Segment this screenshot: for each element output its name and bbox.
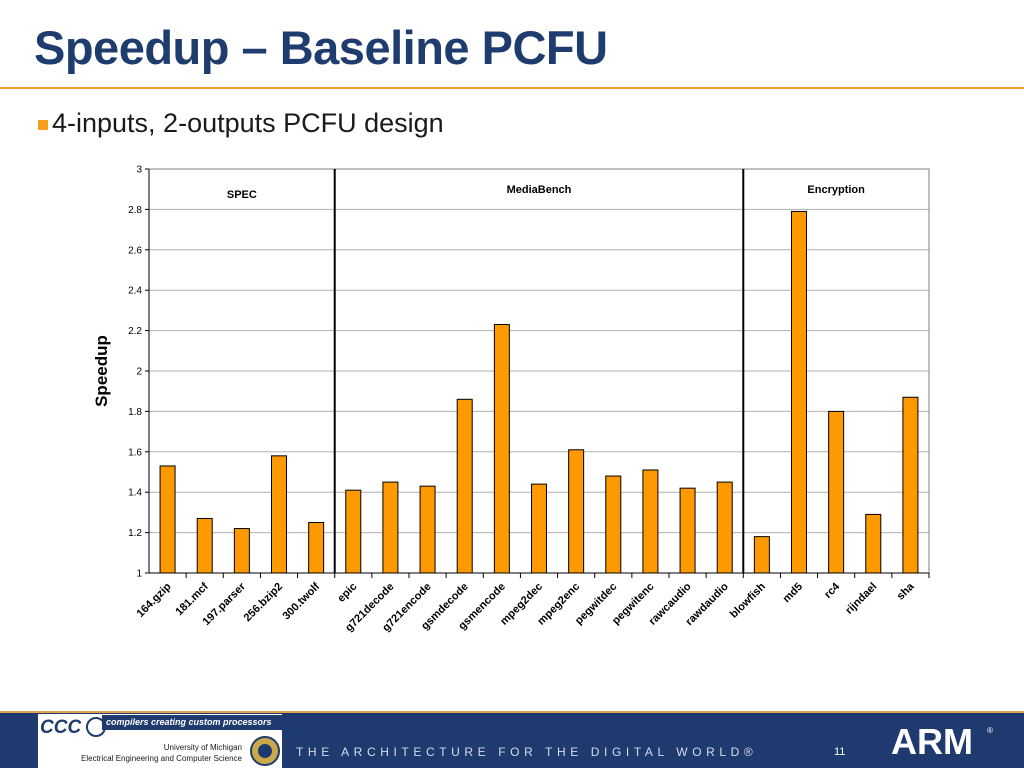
y-tick-label: 1.2	[128, 528, 142, 539]
bar-rawdaudio	[716, 481, 733, 574]
bar-164.gzip	[159, 465, 176, 574]
x-tick-label: rc4	[822, 580, 843, 601]
x-tick-label: 256.bzip2	[242, 581, 286, 625]
y-tick-label: 2	[136, 367, 142, 378]
x-tick-label: sha	[895, 580, 918, 603]
bullet-square-icon	[38, 120, 48, 130]
bar-256.bzip2	[271, 455, 287, 574]
bar-rawcaudio	[679, 487, 696, 574]
speedup-bar-chart: 1 1.2 1.4 1.6 1.8 2 2.2 2.4 2.6 2.8 3 164.gzip 181.m…	[92, 165, 930, 634]
arm-slogan: THE ARCHITECTURE FOR THE DIGITAL WORLD®	[296, 745, 758, 759]
x-tick-label: rijndael	[843, 581, 879, 617]
y-axis-title: Speedup	[92, 335, 111, 407]
department-name: Electrical Engineering and Computer Scie…	[81, 754, 242, 763]
slide-title: Speedup – Baseline PCFU	[34, 21, 608, 74]
ccc-tagline: compilers creating custom processors	[102, 715, 282, 730]
bar-rc4	[828, 410, 845, 574]
y-tick-label: 1.6	[128, 447, 142, 458]
bar-mpeg2dec	[531, 483, 547, 574]
y-tick-label: 2.8	[128, 205, 142, 216]
x-tick-label: epic	[335, 581, 359, 605]
bar-sha	[902, 396, 919, 574]
bar-pegwitenc	[642, 469, 659, 574]
bar-g721decode	[382, 481, 399, 574]
x-tick-label: md5	[781, 581, 805, 605]
y-tick-label: 1	[136, 569, 142, 580]
group-label: Encryption	[807, 184, 865, 196]
y-tick-label: 2.2	[128, 326, 142, 337]
y-tick-label: 3	[136, 165, 142, 176]
bar-gsmencode	[493, 324, 510, 574]
university-seal-icon	[250, 736, 280, 766]
bullet-text: 4-inputs, 2-outputs PCFU design	[52, 108, 444, 138]
bar-300.twolf	[308, 522, 325, 574]
university-name: University of Michigan	[163, 743, 242, 752]
slide-number: 11	[834, 746, 846, 758]
group-label: SPEC	[227, 189, 257, 201]
y-tick-label: 1.8	[128, 407, 142, 418]
bar-blowfish	[753, 536, 770, 574]
y-tick-label: 1.4	[128, 488, 142, 499]
footer-accent-line	[0, 711, 1024, 714]
bar-g721encode	[419, 485, 436, 574]
x-tick-label: 181.mcf	[173, 580, 211, 618]
y-tick-label: 2.6	[128, 245, 142, 256]
y-tick-label: 2.4	[128, 286, 142, 297]
x-tick-label: blowfish	[728, 580, 768, 620]
sponsor-logo-panel: CCC compilers creating custom processors…	[38, 714, 282, 768]
arm-registered-mark: ®	[987, 726, 993, 735]
arm-logo: ARM	[891, 721, 973, 762]
bar-181.mcf	[196, 517, 213, 574]
title-divider	[0, 87, 1024, 89]
bar-pegwitdec	[605, 475, 622, 574]
bar-rijndael	[865, 513, 882, 574]
bar-gsmdecode	[456, 398, 473, 574]
ccc-logo: CCC	[40, 717, 82, 738]
bar-md5	[791, 210, 807, 574]
bar-epic	[345, 489, 362, 574]
group-label: MediaBench	[507, 184, 572, 196]
x-tick-label: 164.gzip	[135, 580, 174, 619]
bar-197.parser	[233, 528, 250, 574]
x-tick-label: 300.twolf	[280, 580, 322, 622]
bar-mpeg2enc	[568, 449, 585, 574]
